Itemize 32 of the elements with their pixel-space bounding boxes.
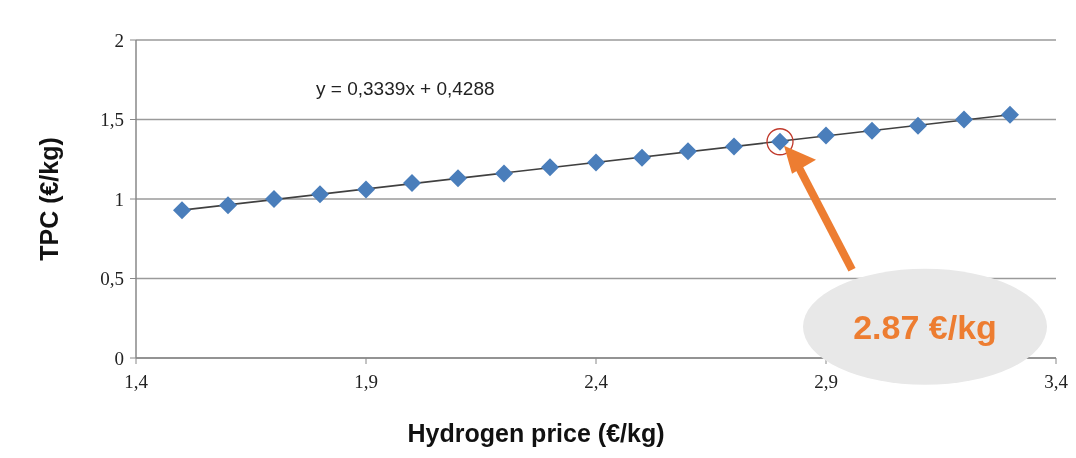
point	[449, 169, 467, 188]
y-axis-title: TPC (€/kg)	[35, 137, 63, 261]
point	[633, 148, 651, 167]
x-tick-label: 2,9	[814, 371, 838, 392]
point	[955, 110, 973, 129]
x-axis-title: Hydrogen price (€/kg)	[407, 419, 665, 447]
point	[357, 180, 375, 199]
point	[863, 121, 881, 140]
point	[311, 185, 329, 204]
point	[173, 201, 191, 220]
point	[219, 196, 237, 215]
point	[587, 153, 605, 172]
point	[495, 164, 513, 183]
y-tick-label: 0	[114, 347, 124, 369]
point	[679, 142, 697, 161]
point	[265, 190, 283, 208]
x-tick-label: 2,4	[584, 371, 609, 392]
y-tick-label: 0,5	[100, 268, 124, 290]
point	[725, 137, 743, 156]
y-tick-label: 2	[114, 29, 124, 51]
point	[817, 126, 835, 145]
point	[1001, 105, 1019, 124]
x-tick-label: 1,4	[124, 371, 149, 392]
y-tick-label: 1	[114, 188, 124, 210]
point	[403, 174, 421, 193]
x-tick-label: 1,9	[354, 371, 378, 392]
annotation: y = 0,3339x + 0,4288	[316, 78, 495, 99]
x-tick-label: 3,4	[1044, 371, 1069, 392]
y-tick-label: 1,5	[100, 109, 124, 131]
annotation: 2.87 €/kg	[853, 307, 997, 346]
point	[541, 158, 559, 177]
point	[909, 116, 927, 135]
